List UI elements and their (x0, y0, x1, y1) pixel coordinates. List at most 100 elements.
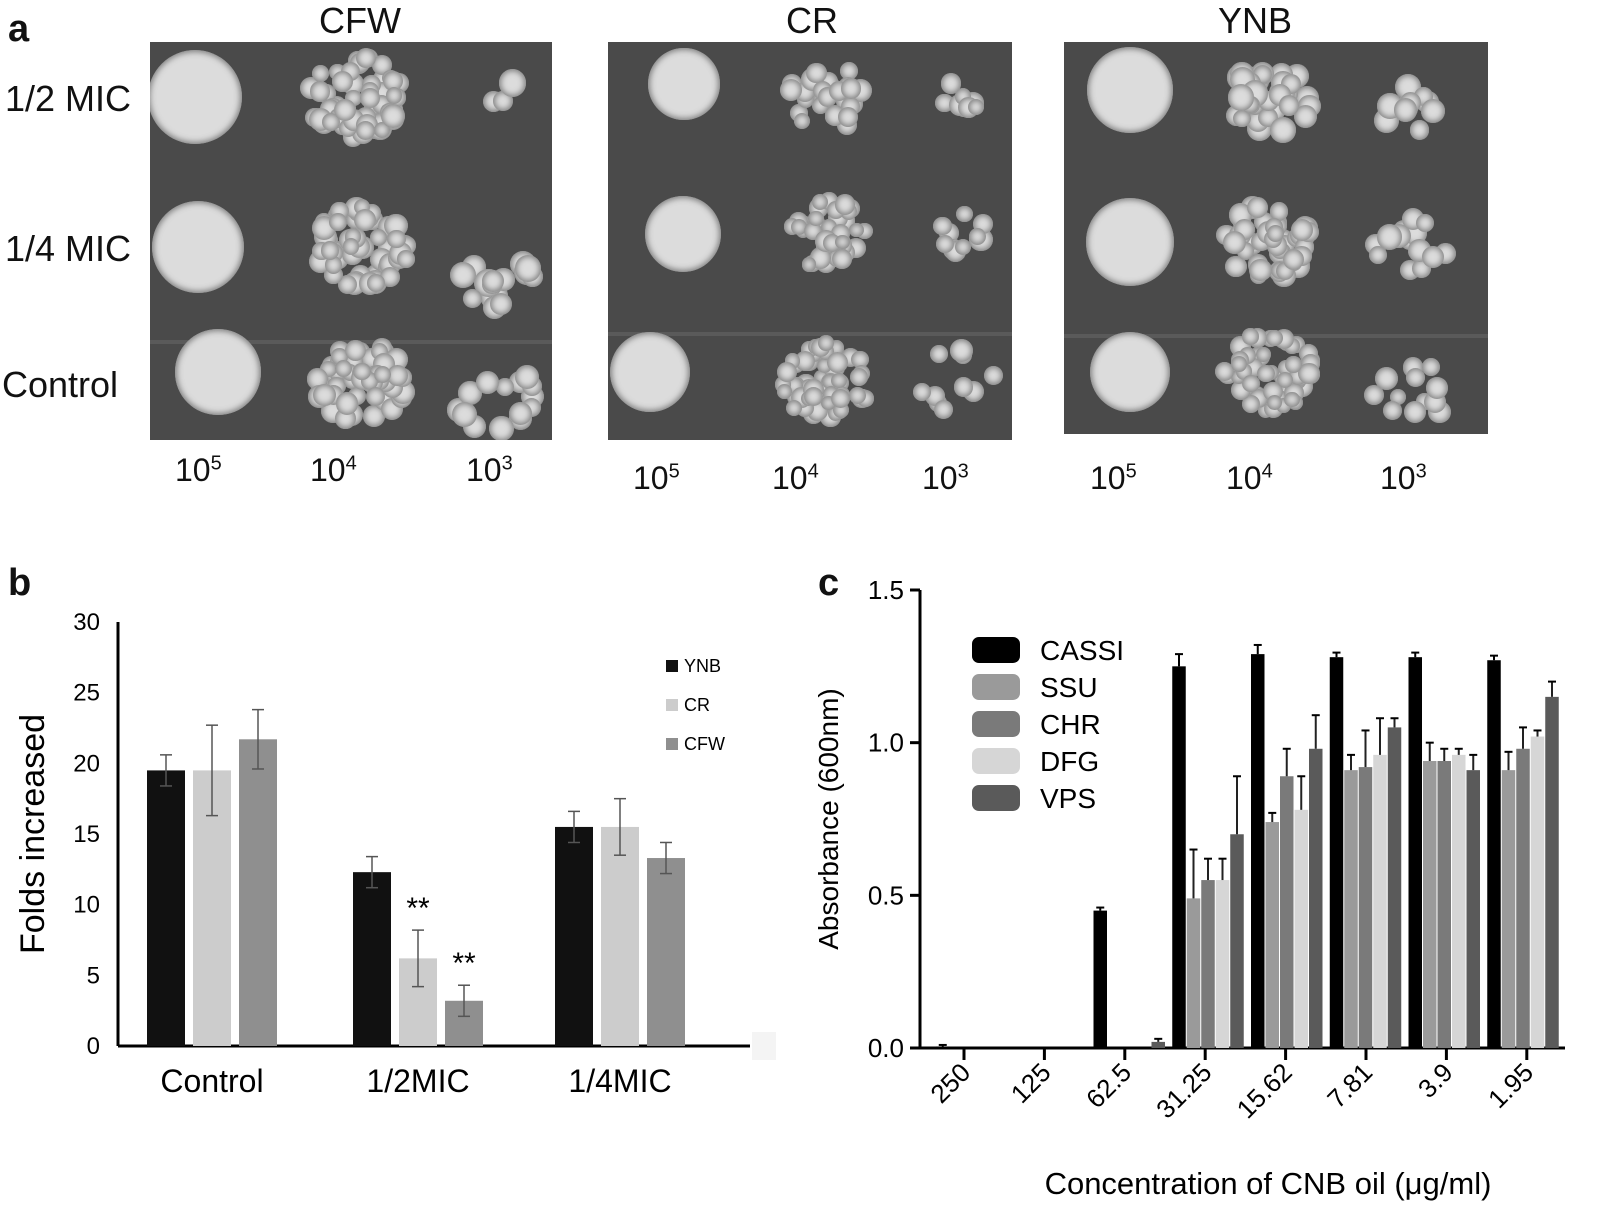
colony-spot (645, 196, 721, 272)
x-tick-label-b: 1/2MIC (366, 1063, 469, 1099)
x-tick-label-b: Control (160, 1063, 263, 1099)
bar-b (555, 826, 593, 1046)
colony-spot (363, 405, 385, 427)
bar-c (1151, 1041, 1165, 1048)
colony-spot (940, 73, 962, 94)
legend-swatch-b (666, 738, 678, 750)
colony-spot (451, 401, 478, 428)
y-tick-label-b: 25 (73, 680, 100, 707)
colony-spot (379, 266, 400, 287)
bar-c (1215, 880, 1230, 1048)
plate-title-cr: CR (786, 0, 838, 41)
colony-spot (508, 401, 533, 426)
colony-spot (1087, 47, 1173, 133)
dilution-label: 104 (310, 452, 357, 488)
bar-c (1423, 760, 1437, 1048)
bar-c (1545, 696, 1559, 1048)
bar-c (1437, 760, 1451, 1048)
colony-spot (489, 416, 514, 440)
colony-spot (324, 256, 342, 274)
legend-swatch-c (972, 711, 1020, 737)
colony-spot (956, 205, 973, 223)
row-label-control: Control (2, 364, 119, 405)
legend-swatch-b (666, 660, 678, 672)
colony-spot (1425, 377, 1448, 399)
bar-c (1452, 754, 1466, 1048)
colony-spot (331, 70, 353, 92)
bar-c (1344, 770, 1358, 1048)
colony-spot (1374, 366, 1399, 391)
colony-spot (355, 47, 377, 69)
y-tick-label-c: 0.0 (868, 1033, 904, 1063)
x-tick-label-c: 1.95 (1482, 1057, 1539, 1114)
colony-spot (514, 254, 542, 282)
colony-spot (329, 212, 347, 231)
colony-spot (1298, 362, 1320, 385)
chart-c: 0.0 0.5 1.0 1.5 Absorbance (600nm) Concentrat… (813, 575, 1565, 1201)
colony-spot (1368, 245, 1387, 264)
colony-spot (1242, 394, 1261, 413)
dilution-label: 105 (1090, 460, 1137, 496)
bar-c (1387, 727, 1402, 1048)
colony-spot (495, 377, 515, 397)
x-axis-label-c: Concentration of CNB oil (μg/ml) (1045, 1166, 1492, 1201)
colony-spot (373, 365, 391, 383)
colony-spot (949, 339, 973, 362)
dilution-label: 105 (633, 460, 680, 496)
colony-spot (1415, 214, 1435, 233)
bar-c (936, 1046, 950, 1048)
colony-spot (1409, 120, 1430, 140)
colony-spot (381, 103, 405, 128)
x-tick-label-c: 31.25 (1150, 1057, 1217, 1124)
x-tick-label-c: 125 (1005, 1057, 1057, 1109)
colony-spot (850, 367, 869, 387)
colony-spot (476, 371, 500, 394)
colony-spot (369, 228, 387, 246)
colony-spot (1285, 356, 1302, 373)
legend-swatch-c (972, 637, 1020, 663)
colony-spot (831, 372, 847, 389)
colony-spot (387, 364, 408, 386)
x-tick-label-c: 3.9 (1412, 1057, 1459, 1104)
colony-spot (457, 381, 482, 405)
colony-spot (1223, 230, 1247, 255)
y-tick-label-b: 10 (73, 892, 100, 919)
colony-spot (609, 331, 691, 413)
bar-c (1186, 898, 1201, 1048)
legend-swatch-c (972, 674, 1020, 700)
colony-spot (489, 293, 513, 316)
legend-label-c: VPS (1040, 783, 1096, 814)
colony-spot (830, 388, 850, 408)
bar-c (1516, 748, 1530, 1048)
legend-swatch-b (666, 699, 678, 711)
colony-spot (1086, 198, 1174, 286)
y-tick-label-b: 20 (73, 750, 100, 777)
colony-spot (801, 256, 817, 272)
plate-ynb (1064, 42, 1488, 434)
colony-spot (793, 112, 810, 129)
colony-spot (345, 340, 367, 362)
colony-spot (353, 362, 371, 380)
bar-c (1280, 776, 1294, 1048)
colony-spot (1231, 356, 1247, 373)
bar-c (1329, 657, 1344, 1048)
colony-spot (482, 270, 504, 293)
y-tick-label-c: 0.5 (868, 880, 904, 910)
colony-spot (342, 238, 360, 255)
dilution-label: 105 (175, 452, 222, 488)
legend-label-c: CHR (1040, 709, 1101, 740)
colony-spot (1225, 255, 1247, 278)
colony-spot (1269, 202, 1289, 221)
plate-title-ynb: YNB (1217, 0, 1293, 41)
colony-spot (794, 350, 815, 371)
colony-spot (397, 250, 415, 268)
colony-spot (933, 400, 953, 420)
plate-cr (608, 42, 1012, 440)
colony-spot (462, 288, 483, 309)
colony-spot (818, 335, 834, 351)
colony-spot (1270, 117, 1296, 143)
colony-spot (1376, 224, 1403, 250)
x-tick-label-c: 7.81 (1321, 1057, 1378, 1114)
legend-swatch-c (972, 748, 1020, 774)
bar-b (239, 739, 277, 1046)
